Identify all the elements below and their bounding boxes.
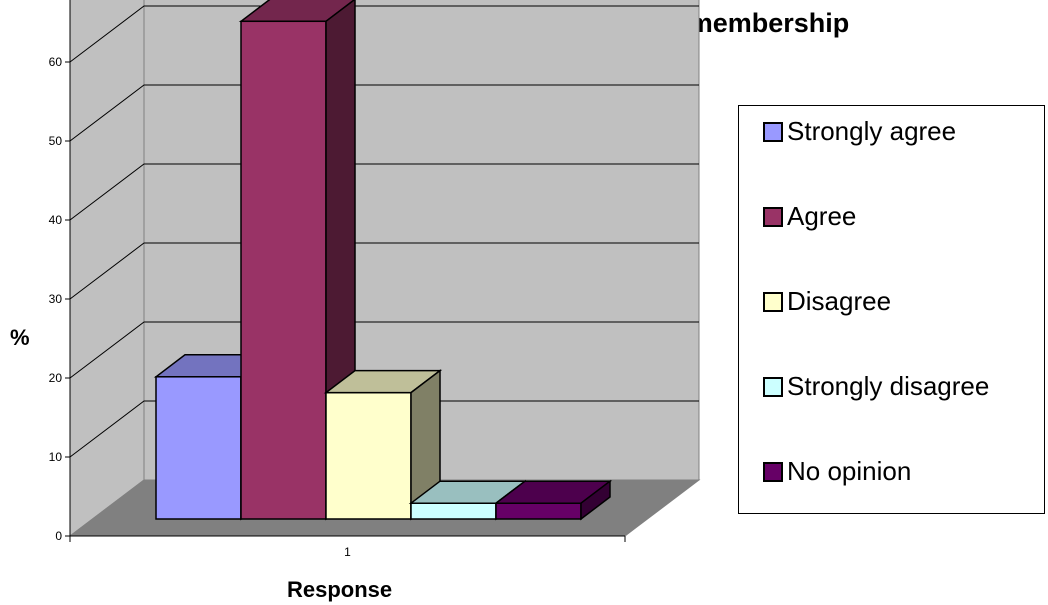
gridline <box>69 5 699 63</box>
bar-front <box>410 502 497 520</box>
gridline <box>69 242 699 300</box>
bar-side <box>580 479 611 521</box>
legend-label: Strongly agree <box>787 116 957 146</box>
bars <box>153 0 613 521</box>
legend-label: No opinion <box>787 456 912 486</box>
gridlines <box>69 5 699 458</box>
tick-labels: 0102030405060701 <box>49 55 352 559</box>
side-wall <box>69 0 145 538</box>
gridline <box>69 84 699 142</box>
y-tick-label: 40 <box>49 213 63 227</box>
bar-front <box>240 20 327 520</box>
y-axis-label: % <box>10 325 30 350</box>
legend: Strongly agree Agree Disagree Strongly disa… <box>738 105 1045 514</box>
axes <box>65 0 626 542</box>
legend-swatch <box>763 376 783 397</box>
legend-item: No opinion <box>763 456 911 487</box>
gridline <box>69 321 699 379</box>
legend-item: Strongly agree <box>763 116 956 147</box>
y-tick-label: 0 <box>55 529 62 543</box>
legend-label: Disagree <box>787 286 892 316</box>
legend-swatch <box>763 121 783 142</box>
legend-item: Disagree <box>763 286 891 317</box>
y-tick-label: 20 <box>49 371 63 385</box>
bar-front <box>495 502 582 520</box>
gridline <box>69 400 699 458</box>
legend-label: Agree <box>787 201 857 231</box>
x-axis-label: Response <box>287 577 393 602</box>
legend-swatch <box>763 291 783 312</box>
y-tick-label: 60 <box>49 55 63 69</box>
legend-label: Strongly disagree <box>787 371 990 401</box>
bar-front <box>155 376 242 520</box>
y-tick-label: 10 <box>49 450 63 464</box>
y-tick-label: 50 <box>49 134 63 148</box>
bar-no-opinion <box>493 479 613 521</box>
y-tick-label: 30 <box>49 292 63 306</box>
bar-disagree <box>323 369 443 521</box>
legend-item: Agree <box>763 201 856 232</box>
x-tick-label: 1 <box>344 545 351 559</box>
legend-swatch <box>763 206 783 227</box>
legend-item: Strongly disagree <box>763 371 989 402</box>
gridline <box>69 163 699 221</box>
legend-swatch <box>763 461 783 482</box>
bar-front <box>325 391 412 520</box>
bar-top <box>238 0 356 23</box>
